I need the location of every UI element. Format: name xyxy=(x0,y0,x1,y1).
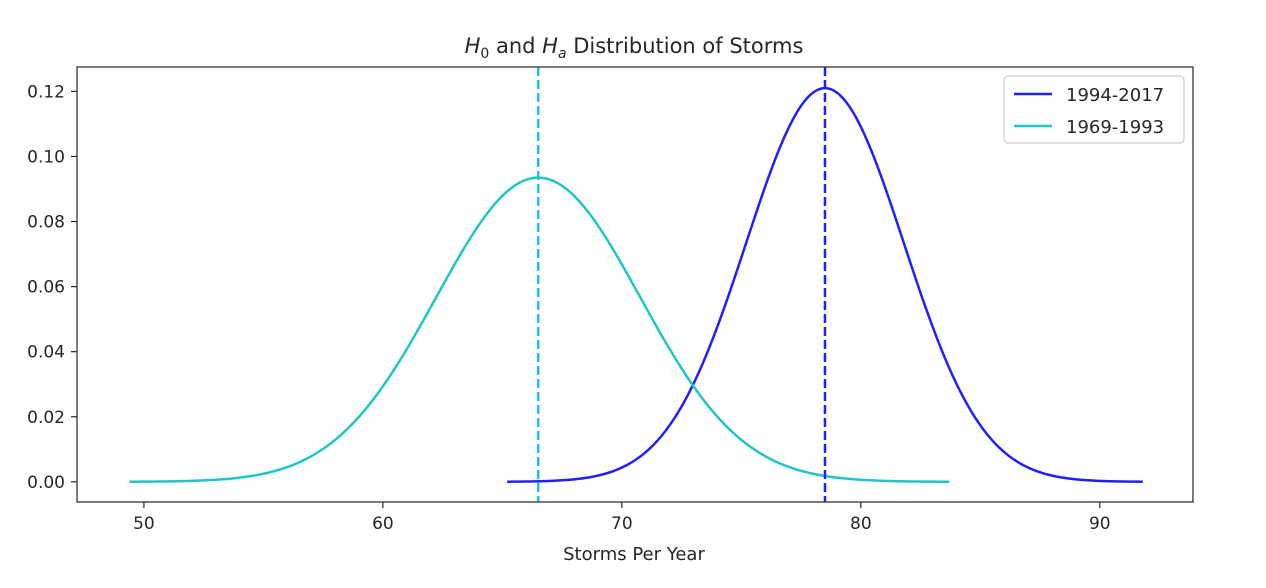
x-tick-label: 90 xyxy=(1089,514,1111,534)
x-tick-label: 60 xyxy=(372,514,394,534)
legend-label-1994-2017: 1994-2017 xyxy=(1066,85,1164,106)
x-tick-label: 70 xyxy=(611,514,633,534)
legend-label-1969-1993: 1969-1993 xyxy=(1066,117,1164,138)
y-tick-label: 0.02 xyxy=(27,408,65,428)
y-tick-label: 0.06 xyxy=(27,278,65,298)
y-axis: 0.00 0.02 0.04 0.06 0.08 0.10 0.12 xyxy=(27,82,77,493)
y-tick-label: 0.04 xyxy=(27,343,65,363)
x-axis: 50 60 70 80 90 xyxy=(133,502,1111,534)
y-tick-label: 0.00 xyxy=(27,473,65,493)
x-tick-label: 50 xyxy=(133,514,155,534)
chart-title: H0 and Ha Distribution of Storms xyxy=(465,34,804,62)
y-tick-label: 0.10 xyxy=(27,147,65,167)
y-tick-label: 0.12 xyxy=(27,82,65,102)
x-axis-label: Storms Per Year xyxy=(563,544,705,565)
plot-area xyxy=(129,67,1143,502)
y-tick-label: 0.08 xyxy=(27,213,65,233)
legend: 1994-2017 1969-1993 xyxy=(1003,75,1185,144)
x-tick-label: 80 xyxy=(850,514,872,534)
plot-frame xyxy=(76,66,1194,503)
